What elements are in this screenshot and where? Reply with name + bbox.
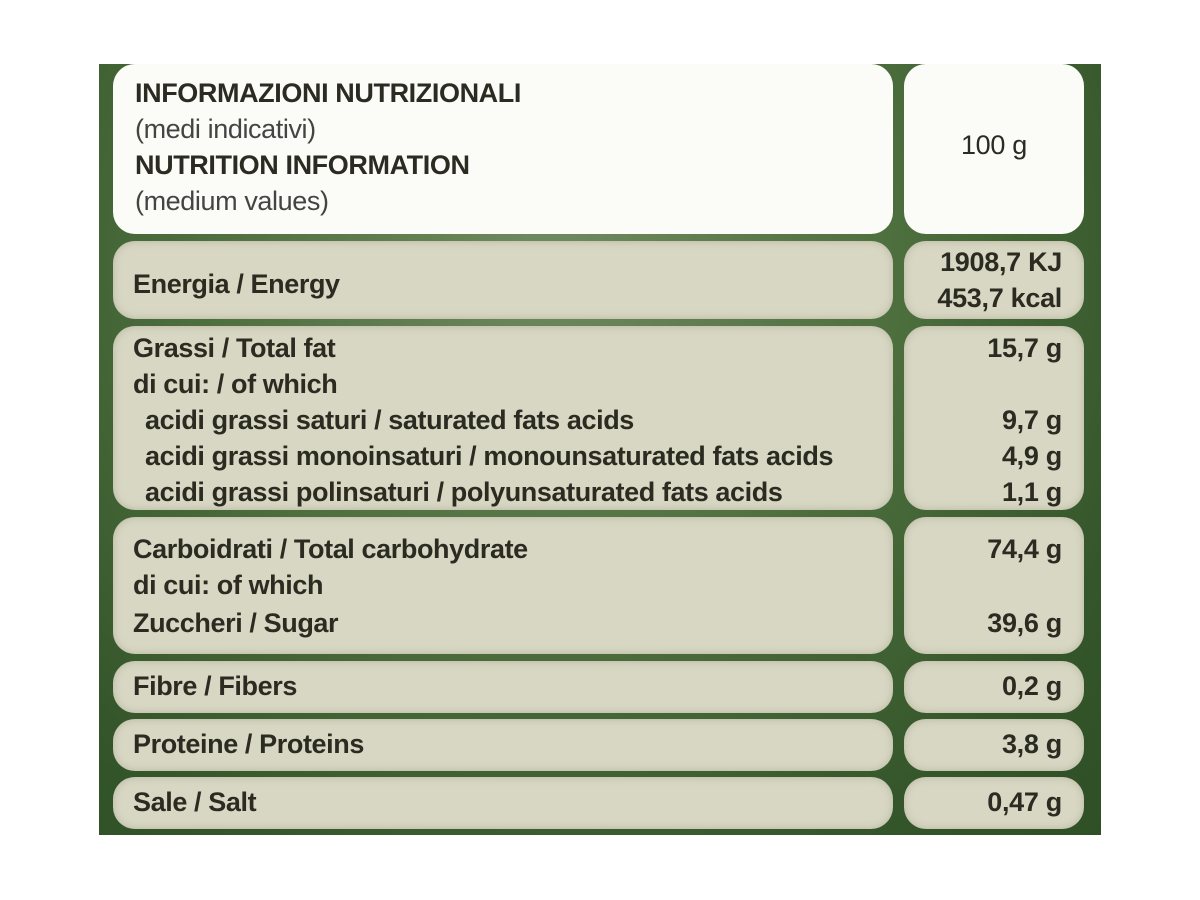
salt-value-cell: 0,47 g (904, 777, 1084, 829)
sugar-value: 39,6 g (987, 608, 1062, 638)
saturated-value: 9,7 g (1001, 405, 1062, 435)
poly-value: 1,1 g (1001, 477, 1062, 507)
mono-label: acidi grassi monoinsaturi / monounsatura… (145, 441, 834, 471)
carbs-label-cell: Carboidrati / Total carbohydrate di cui:… (113, 517, 893, 654)
fat-value: 15,7 g (987, 333, 1062, 363)
carbs-of-which: di cui: of which (133, 570, 324, 600)
fat-value-cell: 15,7 g 9,7 g 4,9 g 1,1 g (904, 326, 1084, 510)
protein-label-cell: Proteine / Proteins (113, 719, 893, 771)
fibre-value: 0,2 g (1001, 671, 1062, 701)
poly-label: acidi grassi polinsaturi / polyunsaturat… (145, 477, 783, 507)
title-italian: INFORMAZIONI NUTRIZIONALI (135, 78, 521, 108)
carbs-value-cell: 74,4 g 39,6 g (904, 517, 1084, 654)
salt-label: Sale / Salt (133, 787, 257, 817)
fat-label: Grassi / Total fat (133, 333, 336, 363)
energy-value-cell: 1908,7 KJ 453,7 kcal (904, 241, 1084, 319)
mono-value: 4,9 g (1001, 441, 1062, 471)
header-label-cell: INFORMAZIONI NUTRIZIONALI (medi indicati… (113, 64, 893, 234)
fibre-label-cell: Fibre / Fibers (113, 661, 893, 713)
energy-label: Energia / Energy (133, 269, 340, 299)
protein-label: Proteine / Proteins (133, 729, 364, 759)
header-per-cell: 100 g (904, 64, 1084, 234)
energy-label-cell: Energia / Energy (113, 241, 893, 319)
saturated-label: acidi grassi saturi / saturated fats aci… (145, 405, 634, 435)
salt-label-cell: Sale / Salt (113, 777, 893, 829)
protein-value-cell: 3,8 g (904, 719, 1084, 771)
title-english: NUTRITION INFORMATION (135, 150, 470, 180)
per-quantity: 100 g (960, 130, 1028, 160)
subtitle-italian: (medi indicativi) (135, 114, 316, 144)
energy-kj: 1908,7 KJ (940, 247, 1062, 277)
carbs-value: 74,4 g (987, 534, 1062, 564)
salt-value: 0,47 g (987, 787, 1062, 817)
fibre-label: Fibre / Fibers (133, 671, 297, 701)
energy-kcal: 453,7 kcal (937, 283, 1062, 313)
subtitle-english: (medium values) (135, 186, 329, 216)
carbs-label: Carboidrati / Total carbohydrate (133, 534, 528, 564)
sugar-label: Zuccheri / Sugar (133, 608, 339, 638)
fat-of-which: di cui: / of which (133, 369, 338, 399)
fat-label-cell: Grassi / Total fat di cui: / of which ac… (113, 326, 893, 510)
fibre-value-cell: 0,2 g (904, 661, 1084, 713)
protein-value: 3,8 g (1001, 729, 1062, 759)
